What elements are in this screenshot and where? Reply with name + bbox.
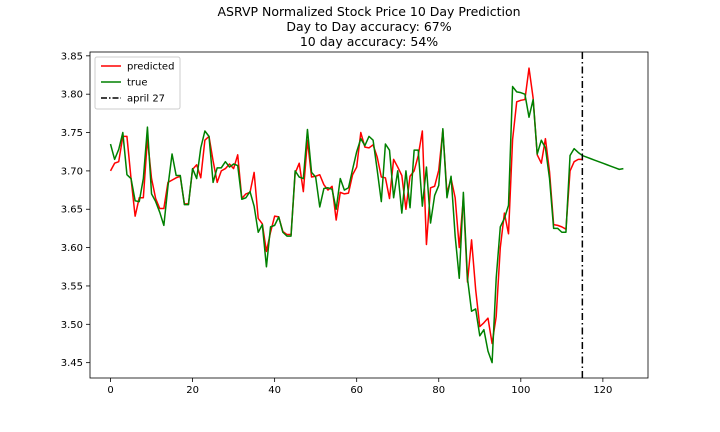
y-tick-label: 3.70 <box>61 166 83 177</box>
y-tick-label: 3.45 <box>61 358 83 369</box>
x-tick-label: 20 <box>186 385 199 396</box>
y-tick-label: 3.60 <box>61 243 83 254</box>
series-line-true <box>109 85 624 364</box>
y-tick-label: 3.85 <box>61 51 83 62</box>
legend-label: april 27 <box>127 94 165 105</box>
chart-title: ASRVP Normalized Stock Price 10 Day Pred… <box>217 4 520 19</box>
axes: 0 20 40 60 80 100 120 3.45 3.50 3.55 3.60 3.65 3.70 3… <box>61 51 649 396</box>
chart-subtitle-10day-accuracy: 10 day accuracy: 54% <box>300 34 438 49</box>
chart-title-group: ASRVP Normalized Stock Price 10 Day Pred… <box>217 4 520 49</box>
plot-frame <box>89 51 649 379</box>
x-tick-label: 0 <box>107 385 113 396</box>
y-tick-label: 3.65 <box>61 205 83 216</box>
legend-label: true <box>127 78 148 89</box>
legend-label: predicted <box>127 62 174 73</box>
y-tick-label: 3.50 <box>61 320 83 331</box>
legend: predicted true april 27 <box>94 56 181 110</box>
plot-lines <box>109 52 624 378</box>
x-tick-label: 60 <box>350 385 363 396</box>
legend-box <box>94 56 181 110</box>
x-tick-label: 100 <box>511 385 530 396</box>
x-tick-label: 40 <box>268 385 281 396</box>
y-tick-label: 3.75 <box>61 128 83 139</box>
x-tick-label: 80 <box>432 385 445 396</box>
x-tick-label: 120 <box>593 385 612 396</box>
chart-subtitle-day-accuracy: Day to Day accuracy: 67% <box>286 19 451 34</box>
y-tick-label: 3.55 <box>61 281 83 292</box>
y-tick-label: 3.80 <box>61 90 83 101</box>
